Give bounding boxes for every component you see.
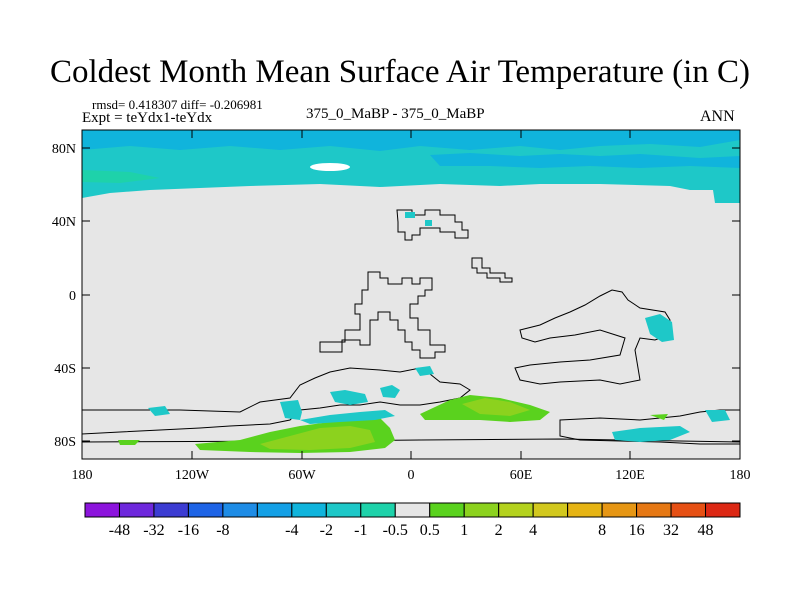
lon-label-120w: 120W [175,468,210,483]
lon-label-180e: 180 [730,468,751,483]
south-cyan-patch-4 [300,410,395,424]
colorbar-swatch [118,502,155,518]
colorbar-label: -8 [216,522,229,539]
colorbar-label: 16 [629,522,645,539]
colorbar-label: 2 [495,522,503,539]
colorbar-swatch [394,502,431,518]
colorbar-swatch [601,502,638,518]
south-cyan-patch-6 [415,366,434,376]
colorbar-swatch [153,502,189,518]
southern-anomalies [118,212,730,453]
experiment-label: Expt = teYdx1-teYdx [82,110,213,126]
south-green-patch-small-1 [650,414,668,420]
coast-north-fragment [396,209,469,241]
north-cyan-spot-2 [425,220,432,226]
south-green-patch-small-2 [118,440,140,445]
coast-island [471,257,513,283]
lon-label-120e: 120E [615,468,645,483]
colorbar-label: -2 [320,522,333,539]
coast-southern-continent [81,367,471,435]
north-cyan-spot-1 [405,212,415,218]
colorbar-swatch [222,502,258,518]
coast-central-continent [319,271,446,359]
lat-label-40n: 40N [52,215,76,230]
colorbar-swatch [429,502,465,518]
colorbar-swatch [360,502,396,518]
south-cyan-patch-3 [280,400,302,420]
colorbar-swatch [705,502,741,518]
colorbar-label: 4 [529,522,537,539]
south-yellowgreen-patch-main [260,426,375,450]
colorbar-swatch [670,502,707,518]
colorbar-label: 48 [698,522,714,539]
north-deep-band [82,130,740,151]
north-mid-band [430,153,740,168]
season-label: ANN [700,108,735,125]
colorbar-swatch [498,502,534,518]
south-yellowgreen-patch-east [462,398,530,416]
east-cyan-patch [645,314,674,342]
north-light-patch [82,170,160,183]
lon-label-60w: 60W [288,468,316,483]
colorbar-swatch [187,502,224,518]
lat-ticks [82,147,740,442]
south-cyan-patch-7 [612,426,690,442]
colorbar-swatch [291,502,327,518]
colorbar-label: 8 [598,522,606,539]
south-cyan-patch-1 [330,390,368,405]
colorbar-swatch [325,502,362,518]
colorbar-label: -0.5 [383,522,408,539]
map-title: Coldest Month Mean Surface Air Temperatu… [50,54,750,90]
lat-label-0: 0 [69,289,76,304]
lat-label-80n: 80N [52,142,76,157]
lat-label-80s: 80S [54,435,76,450]
colorbar: -48 -32 -16 -8 -4 -2 -1 -0.5 0.5 1 2 4 8 16 32 48 [84,502,741,539]
lon-ticks [191,130,631,459]
comparison-label: 375_0_MaBP - 375_0_MaBP [306,106,485,122]
colorbar-label: -32 [143,522,164,539]
colorbar-swatch [84,502,120,518]
lon-label-60e: 60E [510,468,533,483]
colorbar-label: 32 [663,522,679,539]
south-cyan-patch-8 [705,410,730,422]
colorbar-label: -16 [178,522,199,539]
lat-labels: 80N 40N 0 40S 80S [52,142,76,450]
colorbar-label: -4 [285,522,298,539]
south-cyan-patch-2 [380,385,400,398]
lon-label-0: 0 [408,468,415,483]
colorbar-label: 0.5 [420,522,440,539]
colorbar-swatch [256,502,293,518]
colorbar-label: 1 [460,522,468,539]
colorbar-swatch [567,502,603,518]
lat-label-40s: 40S [54,362,76,377]
colorbar-swatch [636,502,672,518]
colorbar-swatch [463,502,500,518]
colorbar-label: -1 [354,522,367,539]
coast-eastern-continent [514,289,671,385]
lon-labels: 180 120W 60W 0 60E 120E 180 [72,468,751,483]
lon-label-180w: 180 [72,468,93,483]
stats-text: rmsd= 0.418307 diff= -0.206981 [92,97,263,112]
colorbar-label: -48 [109,522,130,539]
south-cyan-patch-5 [148,406,170,416]
colorbar-swatch [532,502,569,518]
north-white-patch [310,163,350,171]
